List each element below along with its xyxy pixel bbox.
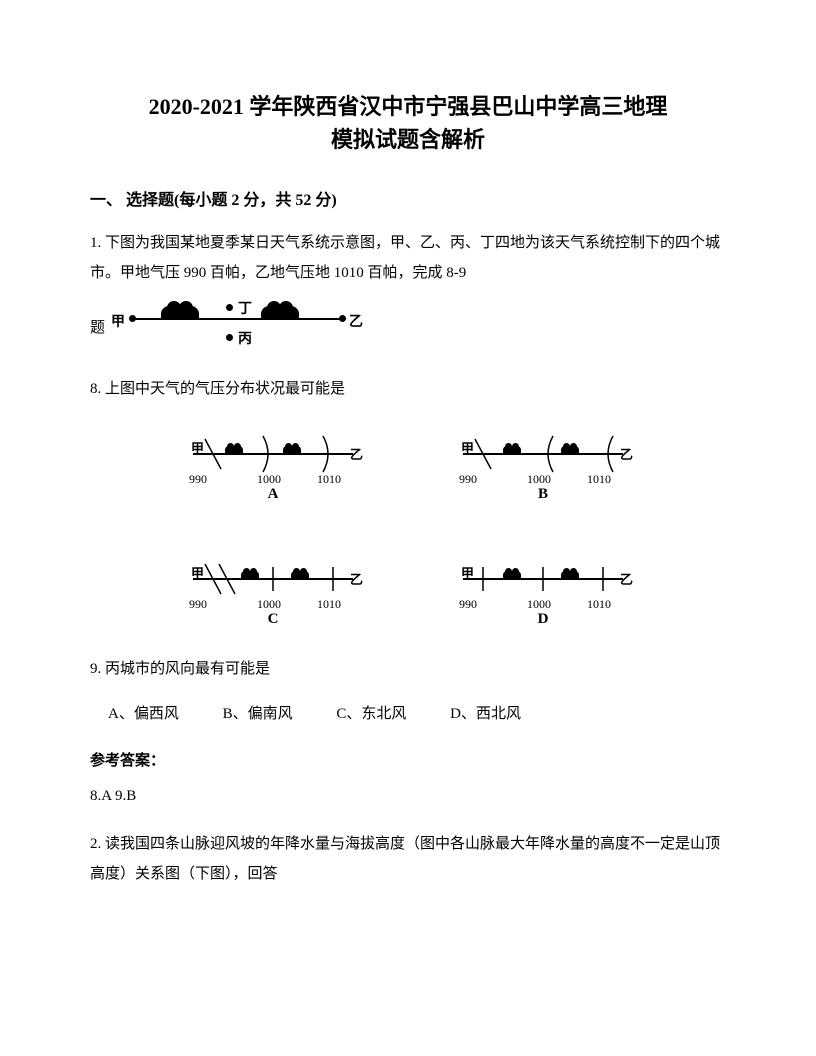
opt-a-cloud1 bbox=[225, 446, 243, 454]
q9-options: A、偏西风 B、偏南风 C、东北风 D、西北风 bbox=[108, 699, 726, 729]
opt-a-1010: 1010 bbox=[317, 472, 341, 487]
option-a-letter: A bbox=[268, 486, 279, 503]
question-8-text: 8. 上图中天气的气压分布状况最可能是 bbox=[90, 374, 726, 404]
option-c-chart: 甲 乙 990 1000 1010 C bbox=[183, 549, 363, 624]
q9-option-b: B、偏南风 bbox=[223, 699, 293, 729]
opt-d-cloud2 bbox=[561, 571, 579, 579]
opt-c-yi: 乙 bbox=[350, 569, 363, 588]
option-d-letter: D bbox=[538, 611, 549, 628]
opt-a-1000: 1000 bbox=[257, 472, 281, 487]
opt-a-cloud2 bbox=[283, 446, 301, 454]
question-2-text: 2. 读我国四条山脉迎风坡的年降水量与海拔高度（图中各山脉最大年降水量的高度不一… bbox=[90, 829, 726, 889]
cloud-1 bbox=[161, 306, 199, 320]
question-1-text: 1. 下图为我国某地夏季某日天气系统示意图，甲、乙、丙、丁四地为该天气系统控制下… bbox=[90, 228, 726, 288]
bing-dot bbox=[226, 334, 233, 341]
opt-c-cloud1 bbox=[241, 571, 259, 579]
option-diagrams-container: 甲 乙 990 1000 1010 A 甲 乙 990 1000 1010 B bbox=[90, 424, 726, 624]
opt-b-990: 990 bbox=[459, 472, 477, 487]
q1-diagram-row: 题 甲 丁 乙 丙 bbox=[90, 296, 726, 356]
opt-b-cloud1 bbox=[503, 446, 521, 454]
option-d-chart: 甲 乙 990 1000 1010 D bbox=[453, 549, 633, 624]
title-line-1: 2020-2021 学年陕西省汉中市宁强县巴山中学高三地理 bbox=[149, 94, 668, 119]
q9-option-a: A、偏西风 bbox=[108, 699, 179, 729]
option-b-letter: B bbox=[538, 486, 548, 503]
opt-b-1010: 1010 bbox=[587, 472, 611, 487]
question-9-text: 9. 丙城市的风向最有可能是 bbox=[90, 654, 726, 684]
opt-b-cloud2 bbox=[561, 446, 579, 454]
opt-c-1000: 1000 bbox=[257, 597, 281, 612]
cloud-2 bbox=[261, 306, 299, 320]
weather-system-diagram: 甲 丁 乙 丙 bbox=[111, 296, 361, 356]
opt-c-1010: 1010 bbox=[317, 597, 341, 612]
answer-header: 参考答案： bbox=[90, 749, 726, 770]
section-1-header: 一、 选择题(每小题 2 分，共 52 分) bbox=[90, 186, 726, 210]
opt-d-jia: 甲 bbox=[461, 563, 474, 582]
answer-text: 8.A 9.B bbox=[90, 788, 726, 805]
title-line-2: 模拟试题含解析 bbox=[331, 127, 485, 152]
opt-c-jia: 甲 bbox=[191, 563, 204, 582]
opt-a-yi: 乙 bbox=[350, 444, 363, 463]
bing-label: 丙 bbox=[238, 328, 252, 348]
opt-c-cloud2 bbox=[291, 571, 309, 579]
opt-d-yi: 乙 bbox=[620, 569, 633, 588]
option-b-chart: 甲 乙 990 1000 1010 B bbox=[453, 424, 633, 499]
opt-d-cloud1 bbox=[503, 571, 521, 579]
option-c-letter: C bbox=[268, 611, 279, 628]
opt-c-990: 990 bbox=[189, 597, 207, 612]
option-a-chart: 甲 乙 990 1000 1010 A bbox=[183, 424, 363, 499]
opt-a-jia: 甲 bbox=[191, 438, 204, 457]
opt-b-1000: 1000 bbox=[527, 472, 551, 487]
jia-label: 甲 bbox=[111, 311, 125, 331]
opt-b-yi: 乙 bbox=[620, 444, 633, 463]
ding-dot bbox=[226, 304, 233, 311]
document-title: 2020-2021 学年陕西省汉中市宁强县巴山中学高三地理 模拟试题含解析 bbox=[90, 90, 726, 156]
jia-dot bbox=[129, 315, 136, 322]
yi-dot bbox=[339, 315, 346, 322]
opt-a-990: 990 bbox=[189, 472, 207, 487]
opt-d-1010: 1010 bbox=[587, 597, 611, 612]
q1-suffix: 题 bbox=[90, 316, 105, 337]
yi-label: 乙 bbox=[349, 311, 363, 331]
ding-label: 丁 bbox=[238, 298, 252, 318]
opt-b-jia: 甲 bbox=[461, 438, 474, 457]
q9-option-c: C、东北风 bbox=[336, 699, 406, 729]
q9-option-d: D、西北风 bbox=[450, 699, 521, 729]
opt-d-990: 990 bbox=[459, 597, 477, 612]
opt-d-1000: 1000 bbox=[527, 597, 551, 612]
